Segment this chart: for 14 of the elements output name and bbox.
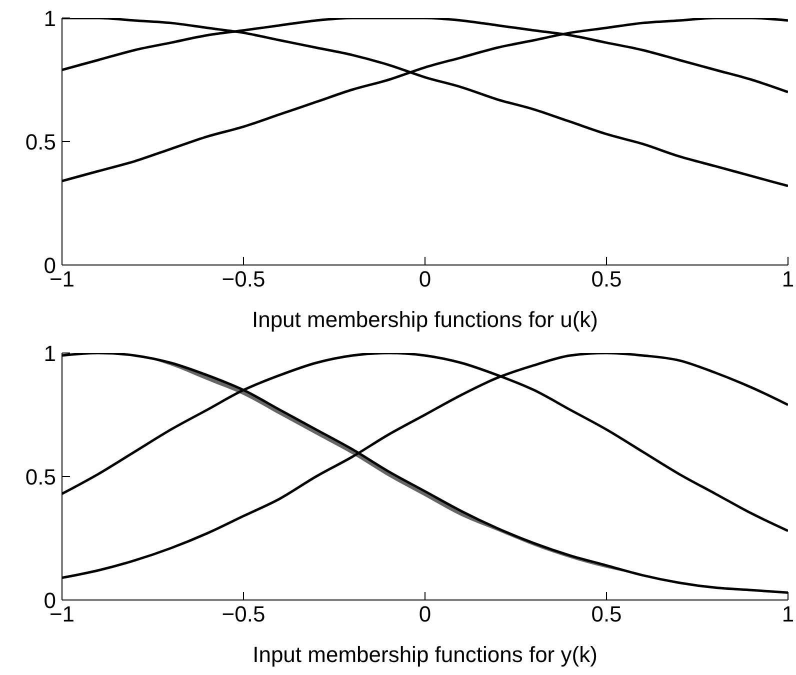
x-tick-label: 0.5 [591,266,622,292]
x-tick-label: 0 [418,266,432,292]
x-tick-label: −0.5 [222,602,266,627]
x-axis-title: Input membership functions for y(k) [252,642,598,667]
x-tick-label: 0.5 [591,602,622,627]
y-tick-label: 1 [44,6,56,31]
x-tick-label: 1 [782,266,794,292]
y-tick-label: 0.5 [25,464,56,490]
y-tick-label: 0.5 [25,129,56,154]
x-axis-title: Input membership functions for u(k) [252,307,598,332]
x-tick-label: 0 [418,602,432,627]
y-tick-label: 1 [44,340,56,366]
x-tick-label: 1 [782,602,794,627]
x-tick-label: −0.5 [222,266,266,292]
